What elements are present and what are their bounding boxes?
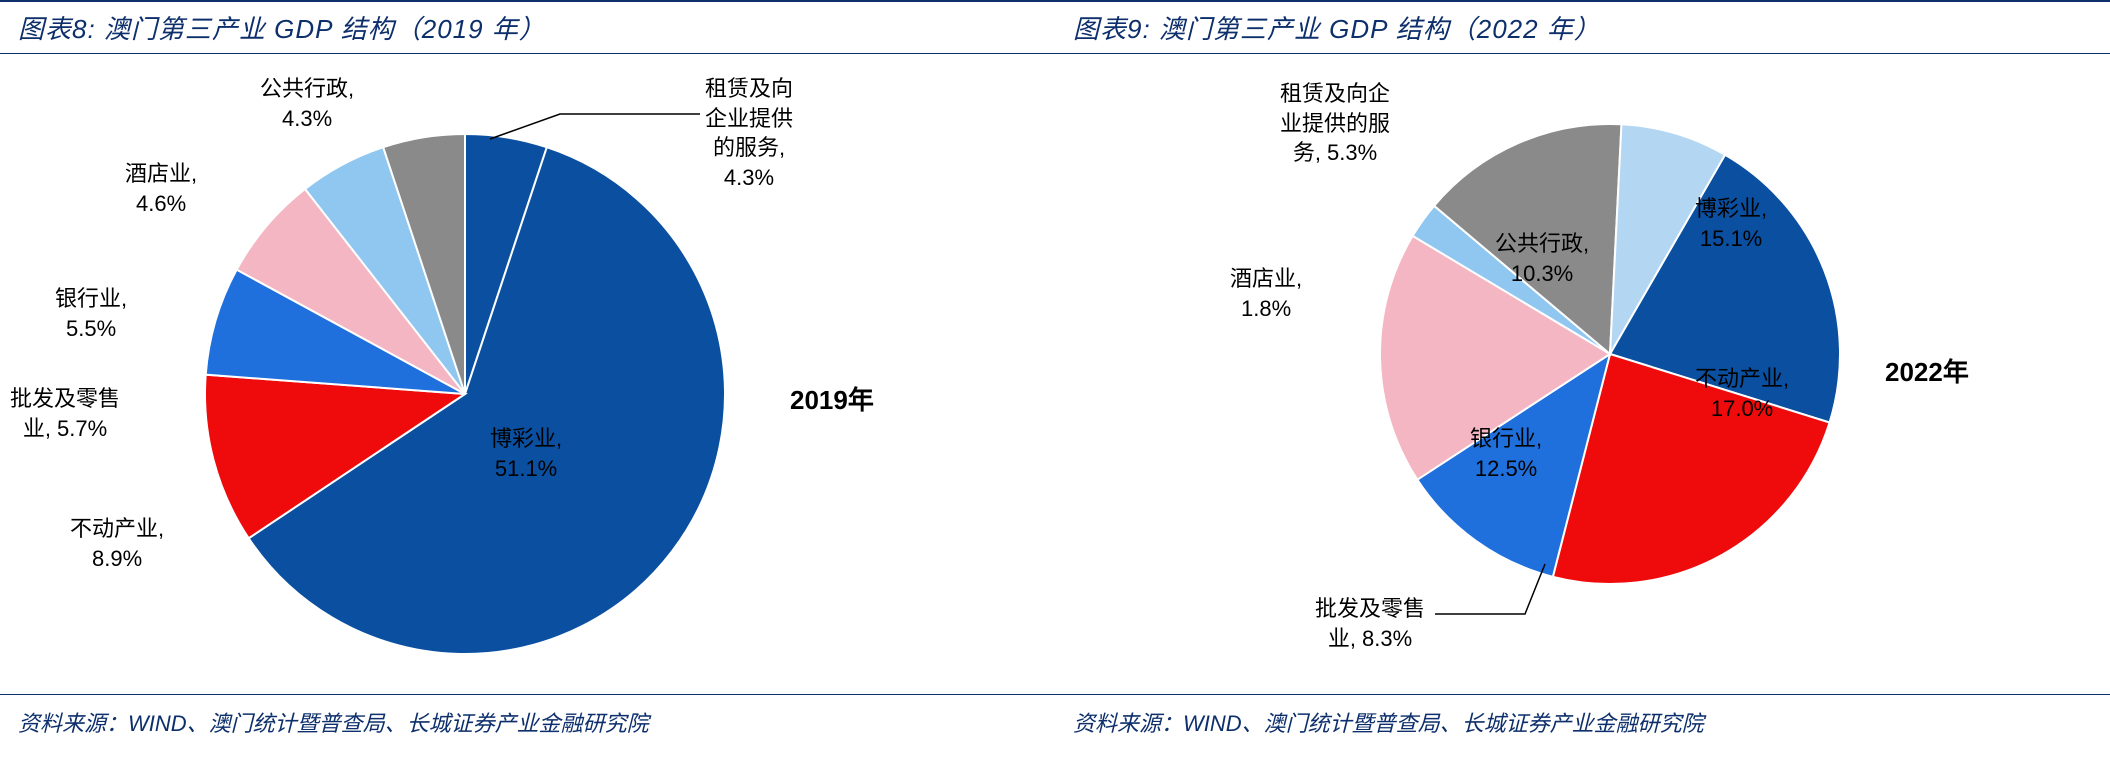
left-panel: 图表8: 澳门第三产业 GDP 结构（2019 年） 租赁及向 企业提供 的服务… (0, 0, 1055, 770)
chart-9-area: 批发及零售 业, 8.3% 酒店业, 1.8% 租赁及向企 业提供的服 务, 5.3… (1055, 54, 2110, 694)
slice-label: 酒店业, 1.8% (1230, 264, 1302, 323)
chart-8-source-bar: 资料来源：WIND、澳门统计暨普查局、长城证券产业金融研究院 (0, 694, 1055, 748)
slice-label: 租赁及向 企业提供 的服务, 4.3% (705, 74, 793, 193)
slice-label: 批发及零售 业, 5.7% (10, 384, 120, 443)
year-label: 2022年 (1885, 352, 1969, 389)
slice-label: 批发及零售 业, 8.3% (1315, 594, 1425, 653)
chart-9-source-bar: 资料来源：WIND、澳门统计暨普查局、长城证券产业金融研究院 (1055, 694, 2110, 748)
slice-label: 不动产业, 8.9% (70, 514, 164, 573)
leader-line (490, 114, 700, 139)
slice-label: 酒店业, 4.6% (125, 159, 197, 218)
chart-8-source: 资料来源：WIND、澳门统计暨普查局、长城证券产业金融研究院 (18, 706, 649, 738)
right-panel: 图表9: 澳门第三产业 GDP 结构（2022 年） 批发及零售 业, 8.3%… (1055, 0, 2110, 770)
year-label: 2019年 (790, 380, 874, 417)
chart-9-title-bar: 图表9: 澳门第三产业 GDP 结构（2022 年） (1055, 0, 2110, 54)
slice-label: 公共行政, 4.3% (260, 74, 354, 133)
slice-label-inside: 不动产业, 17.0% (1695, 364, 1789, 423)
slice-label-inside: 博彩业, 15.1% (1695, 194, 1767, 253)
slice-label-inside: 博彩业, 51.1% (490, 424, 562, 483)
slice-label: 租赁及向企 业提供的服 务, 5.3% (1280, 79, 1390, 168)
leader-line (1435, 564, 1545, 614)
chart-9-source: 资料来源：WIND、澳门统计暨普查局、长城证券产业金融研究院 (1073, 706, 1704, 738)
slice-label-inside: 银行业, 12.5% (1470, 424, 1542, 483)
chart-9-title: 图表9: 澳门第三产业 GDP 结构（2022 年） (1073, 9, 1601, 46)
chart-8-area: 租赁及向 企业提供 的服务, 4.3% 不动产业, 8.9% 批发及零售 业, 5.… (0, 54, 1055, 694)
slice-label-inside: 公共行政, 10.3% (1495, 229, 1589, 288)
chart-8-title: 图表8: 澳门第三产业 GDP 结构（2019 年） (18, 9, 546, 46)
slice-label: 银行业, 5.5% (55, 284, 127, 343)
pie-svg (0, 54, 1055, 694)
chart-8-title-bar: 图表8: 澳门第三产业 GDP 结构（2019 年） (0, 0, 1055, 54)
